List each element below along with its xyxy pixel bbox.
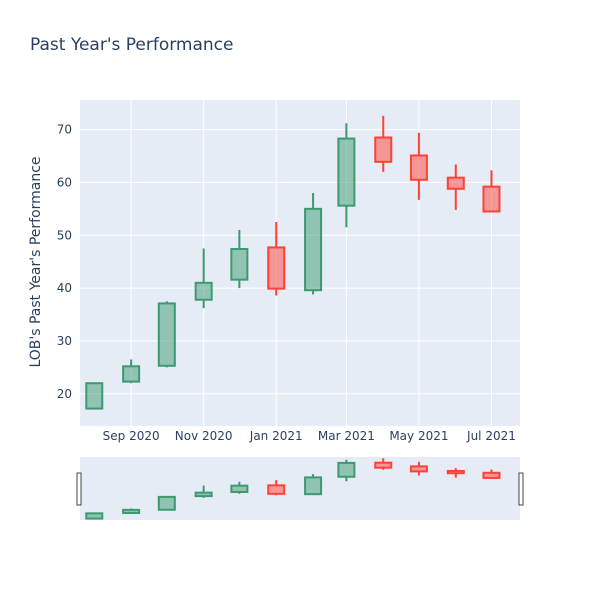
x-tick-label: Nov 2020 [175, 429, 233, 443]
slider-candle [304, 474, 323, 496]
candle-body [157, 302, 176, 367]
candle[interactable] [304, 192, 323, 295]
candle-body [304, 207, 323, 292]
slider-candle [157, 495, 176, 511]
slider-candle [267, 480, 286, 496]
candle[interactable] [374, 115, 393, 172]
candle-body [446, 176, 465, 190]
x-tick-label: May 2021 [389, 429, 448, 443]
slider-candle-body [304, 476, 323, 496]
candle[interactable] [409, 132, 428, 200]
x-tick-label: Mar 2021 [318, 429, 375, 443]
y-axis-ticks: 20 30 40 50 60 70 [57, 123, 72, 401]
candle[interactable] [446, 164, 465, 210]
chart-title: Past Year's Performance [30, 35, 234, 55]
candle[interactable] [157, 301, 176, 368]
x-tick-label: Sep 2020 [103, 429, 160, 443]
y-tick-label: 20 [57, 387, 72, 401]
slider-candle-body [230, 484, 249, 493]
y-tick-label: 60 [57, 175, 72, 189]
slider-candle-body [482, 471, 501, 479]
candle-body [122, 365, 141, 383]
y-tick-label: 70 [57, 123, 72, 137]
candle[interactable] [482, 170, 501, 213]
candles[interactable] [85, 115, 501, 410]
slider-candle-body [122, 508, 141, 515]
candle[interactable] [267, 222, 286, 296]
x-axis-ticks: Sep 2020 Nov 2020 Jan 2021 Mar 2021 May 2021… [103, 429, 516, 443]
range-slider-candles [85, 458, 501, 520]
range-slider-left-handle[interactable] [76, 472, 82, 506]
slider-candle-body [337, 461, 356, 478]
candle-body [85, 382, 104, 410]
slider-candle [194, 485, 213, 498]
candle-body [374, 136, 393, 163]
slider-candle-body [267, 484, 286, 495]
slider-candle-body [409, 465, 428, 473]
range-slider-right-handle[interactable] [518, 472, 524, 506]
plot-area [80, 100, 520, 426]
candle[interactable] [194, 248, 213, 309]
slider-candle [337, 459, 356, 482]
candle-body [409, 154, 428, 181]
y-axis-title: LOB's Past Year's Performance [28, 156, 44, 367]
candle-body [267, 246, 286, 290]
candle[interactable] [85, 382, 104, 410]
slider-candle-body [194, 491, 213, 498]
slider-candle-body [374, 461, 393, 469]
candle[interactable] [122, 359, 141, 384]
gridlines [80, 100, 520, 426]
x-tick-label: Jan 2021 [249, 429, 303, 443]
candle[interactable] [337, 123, 356, 228]
slider-candle [122, 508, 141, 515]
x-tick-label: Jul 2021 [466, 429, 516, 443]
candle-body [337, 137, 356, 207]
candle-body [194, 281, 213, 301]
slider-candle [409, 461, 428, 476]
y-tick-label: 40 [57, 281, 72, 295]
y-tick-label: 50 [57, 228, 72, 242]
slider-candle [230, 481, 249, 494]
candle[interactable] [230, 229, 249, 289]
candle-body [230, 247, 249, 281]
candle-body [482, 185, 501, 213]
slider-candle [374, 458, 393, 470]
slider-candle [85, 512, 104, 520]
slider-candle-body [446, 469, 465, 475]
slider-candle [446, 468, 465, 478]
y-tick-label: 30 [57, 334, 72, 348]
slider-candle-body [157, 495, 176, 511]
slider-candle [482, 469, 501, 479]
slider-candle-body [85, 512, 104, 520]
range-slider[interactable] [80, 457, 520, 520]
